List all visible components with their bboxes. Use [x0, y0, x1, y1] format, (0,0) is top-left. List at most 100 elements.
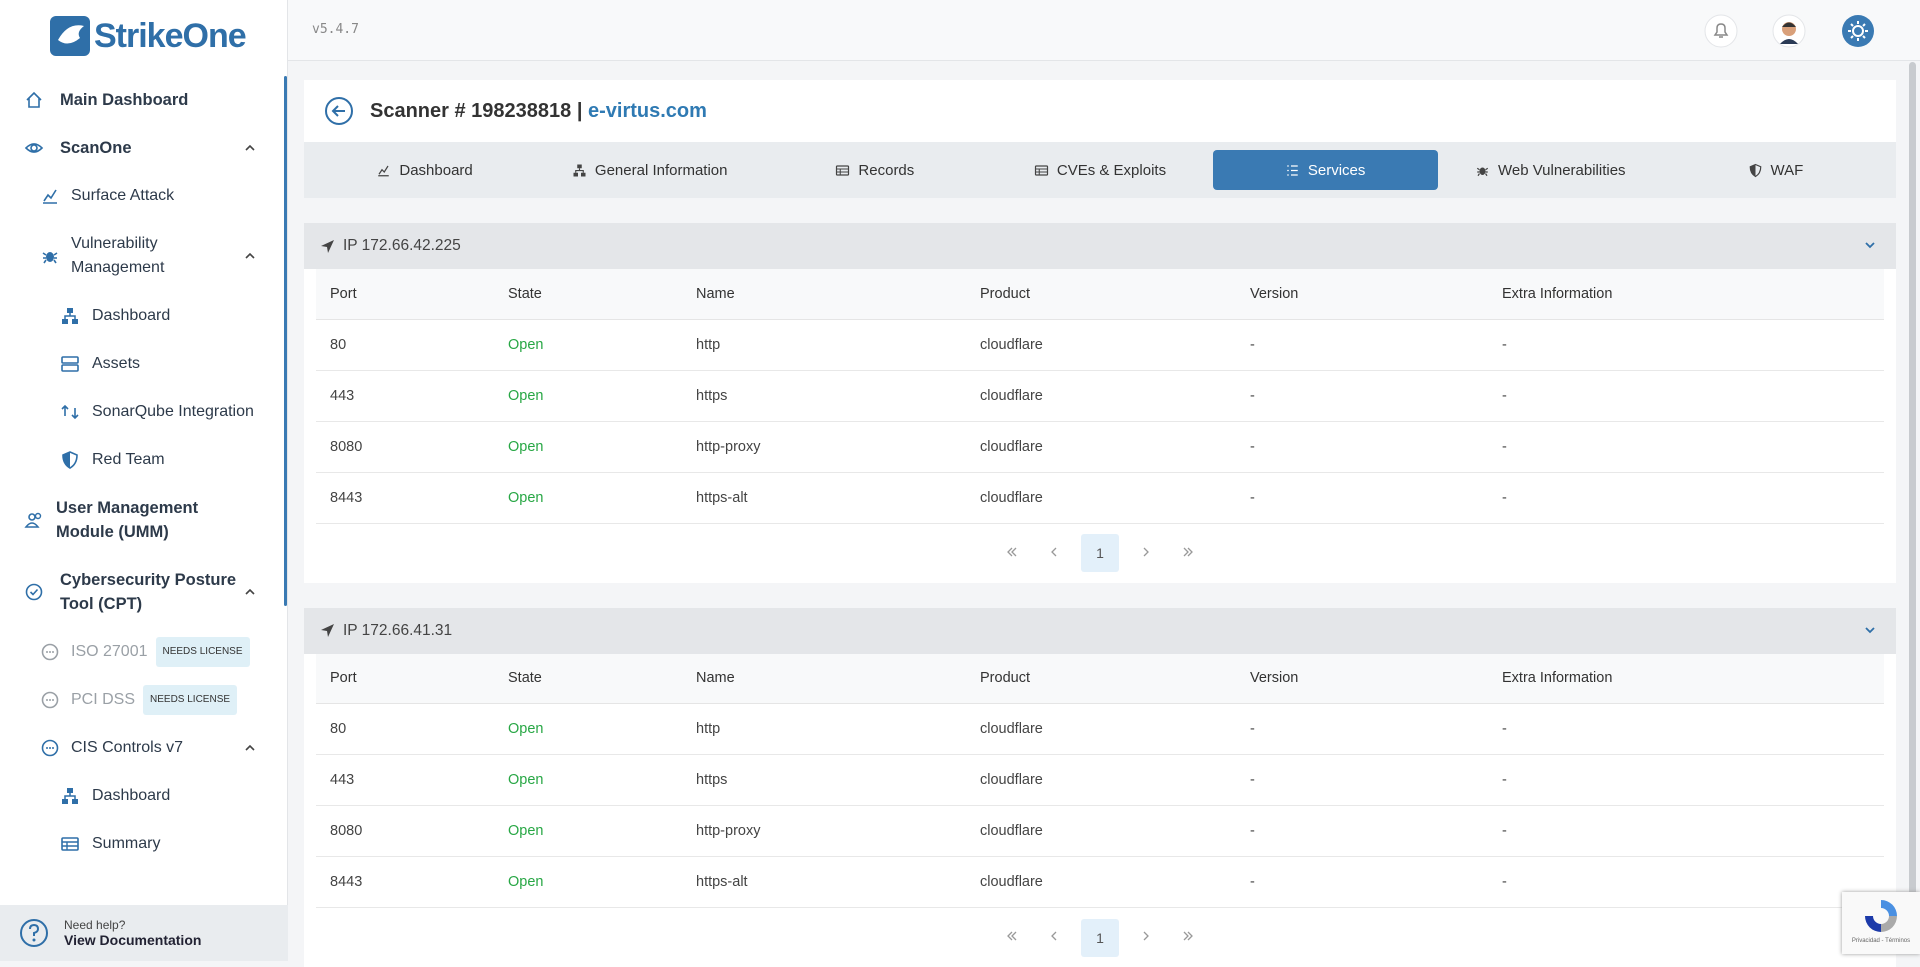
nav-item[interactable]: Dashboard: [0, 292, 282, 340]
column-header: Name: [682, 269, 966, 319]
tab-label: Web Vulnerabilities: [1498, 162, 1626, 179]
page-button[interactable]: [1039, 929, 1069, 946]
section-header[interactable]: IP 172.66.41.31: [304, 608, 1896, 654]
nav-icon: [60, 402, 80, 422]
column-header: Name: [682, 654, 966, 704]
nav-item[interactable]: Summary: [0, 820, 282, 868]
nav-item[interactable]: Cybersecurity Posture Tool (CPT): [0, 556, 282, 628]
page-button[interactable]: [1173, 929, 1203, 946]
page-domain[interactable]: e-virtus.com: [588, 100, 707, 122]
tab[interactable]: Dashboard: [312, 150, 537, 190]
page-button[interactable]: [1039, 545, 1069, 562]
table-cell: 8080: [316, 806, 494, 857]
state-cell: Open: [494, 857, 682, 908]
nav-item[interactable]: Dashboard: [0, 772, 282, 820]
avatar[interactable]: [1772, 14, 1806, 48]
logo[interactable]: StrikeOne: [50, 14, 246, 58]
column-header: Extra Information: [1488, 269, 1884, 319]
collapse-chevron: [244, 586, 256, 598]
tab-icon: [376, 163, 391, 178]
state-cell: Open: [494, 370, 682, 421]
nav-label: ScanOne: [60, 136, 240, 160]
nav-label: Summary: [92, 832, 272, 856]
tab-label: Records: [858, 162, 914, 179]
back-button[interactable]: [324, 96, 354, 126]
license-badge: NEEDS LICENSE: [156, 637, 250, 667]
tab-label: Services: [1308, 162, 1366, 179]
nav-label: Main Dashboard: [60, 88, 240, 112]
help-box[interactable]: Need help?View Documentation: [0, 905, 288, 961]
nav-item[interactable]: Main Dashboard: [0, 76, 282, 124]
current-page[interactable]: 1: [1081, 919, 1119, 957]
tab[interactable]: Web Vulnerabilities: [1438, 150, 1663, 190]
tab[interactable]: CVEs & Exploits: [987, 150, 1212, 190]
page-header: Scanner # 198238818 | e-virtus.com: [304, 80, 1896, 142]
page-arrow: [1005, 545, 1019, 559]
location-icon: [320, 623, 335, 638]
nav-icon: [40, 246, 60, 266]
nav-item[interactable]: Assets: [0, 340, 282, 388]
table-cell: -: [1236, 370, 1488, 421]
nav-item[interactable]: CIS Controls v7: [0, 724, 282, 772]
table-cell: cloudflare: [966, 370, 1236, 421]
page-arrow: [1181, 545, 1195, 559]
table-cell: -: [1488, 755, 1884, 806]
nav-item[interactable]: Vulnerability Management: [0, 220, 282, 292]
theme-toggle[interactable]: [1841, 14, 1875, 48]
table-cell: https: [682, 755, 966, 806]
section-title: IP 172.66.42.225: [343, 237, 461, 255]
column-header: State: [494, 269, 682, 319]
nav-item[interactable]: User Management Module (UMM): [0, 484, 282, 556]
section-header[interactable]: IP 172.66.42.225: [304, 223, 1896, 269]
section-title: IP 172.66.41.31: [343, 622, 452, 640]
page-button[interactable]: [997, 929, 1027, 946]
page-button[interactable]: [1131, 929, 1161, 946]
table-cell: 80: [316, 704, 494, 755]
nav-item[interactable]: Surface Attack: [0, 172, 282, 220]
state-cell: Open: [494, 421, 682, 472]
help-text: Need help?View Documentation: [64, 918, 201, 948]
sidebar-scrollbar: [284, 76, 287, 606]
table-cell: -: [1488, 806, 1884, 857]
nav-label: User Management Module (UMM): [56, 496, 236, 544]
table-cell: http-proxy: [682, 421, 966, 472]
tab[interactable]: Services: [1213, 150, 1438, 190]
nav-item[interactable]: ScanOne: [0, 124, 282, 172]
expand-chevron: [1864, 239, 1876, 251]
nav-item[interactable]: SonarQube Integration: [0, 388, 282, 436]
tab-icon: [572, 163, 587, 178]
column-header: Product: [966, 269, 1236, 319]
page-button[interactable]: [1173, 545, 1203, 562]
column-header: Port: [316, 654, 494, 704]
nav-item[interactable]: Red Team: [0, 436, 282, 484]
column-header: Version: [1236, 269, 1488, 319]
current-page[interactable]: 1: [1081, 534, 1119, 572]
tab[interactable]: WAF: [1663, 150, 1888, 190]
notifications[interactable]: [1704, 14, 1738, 48]
column-header: Product: [966, 654, 1236, 704]
main-content: Scanner # 198238818 | e-virtus.com Dashb…: [304, 80, 1896, 967]
page-arrow: [1139, 929, 1153, 943]
help-link[interactable]: View Documentation: [64, 932, 201, 948]
tab-label: WAF: [1771, 162, 1804, 179]
page-button[interactable]: [997, 545, 1027, 562]
page-title: Scanner # 198238818 |: [370, 100, 582, 122]
page-button[interactable]: [1131, 545, 1161, 562]
nav-icon: [40, 690, 60, 710]
tab[interactable]: General Information: [537, 150, 762, 190]
table-cell: cloudflare: [966, 755, 1236, 806]
table-cell: cloudflare: [966, 421, 1236, 472]
tab[interactable]: Records: [762, 150, 987, 190]
nav-icon: [24, 582, 44, 602]
nav-label: Assets: [92, 352, 272, 376]
logo-icon: [50, 16, 90, 56]
